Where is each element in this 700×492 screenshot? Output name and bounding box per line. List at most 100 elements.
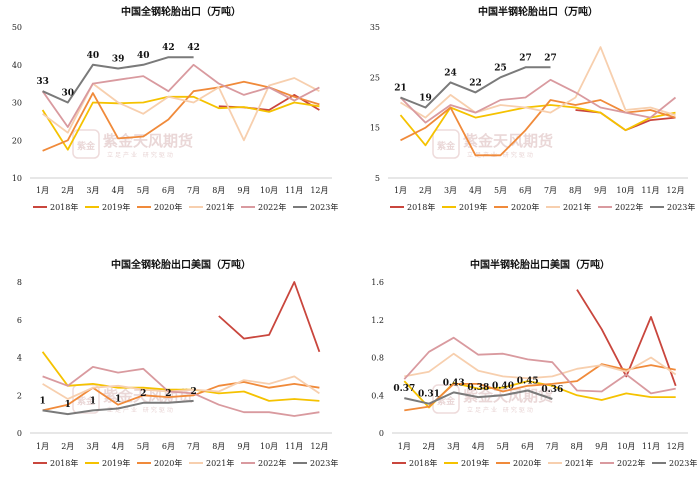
data-label: 2 (165, 389, 171, 399)
legend-item: 2018年 (390, 202, 435, 212)
data-label: 24 (444, 68, 457, 78)
x-tick-label: 5月 (496, 442, 509, 451)
x-tick-label: 12月 (667, 442, 685, 451)
legend-item: 2022年 (600, 458, 645, 468)
data-label: 1 (90, 396, 96, 406)
legend-item: 2020年 (137, 458, 182, 468)
y-tick-label: 5 (375, 174, 380, 183)
legend-label: 2018年 (407, 202, 435, 212)
chart-title: 中国半钢轮胎出口（万吨） (478, 5, 598, 18)
x-tick-label: 1月 (398, 442, 411, 451)
y-tick-label: 0 (379, 429, 384, 438)
x-tick-label: 4月 (112, 442, 125, 451)
data-label: 25 (494, 63, 507, 73)
watermark-seal-text: 紫金 (77, 140, 96, 152)
x-tick-label: 6月 (521, 442, 534, 451)
legend-label: 2018年 (50, 202, 78, 212)
legend-label: 2021年 (206, 202, 234, 212)
y-tick-label: 25 (370, 73, 380, 82)
legend-label: 2018年 (50, 458, 78, 468)
series-line-2019年 (41, 351, 320, 402)
data-label: 0.37 (393, 384, 415, 394)
legend-label: 2021年 (206, 458, 234, 468)
series-line-2018年 (218, 281, 321, 353)
data-label: 27 (544, 53, 557, 63)
data-label: 0.45 (517, 377, 539, 387)
x-tick-label: 3月 (86, 186, 99, 195)
legend-item: 2021年 (189, 458, 234, 468)
legend-label: 2022年 (258, 458, 286, 468)
x-tick-label: 1月 (36, 186, 49, 195)
legend-label: 2023年 (667, 202, 695, 212)
legend-item: 2019年 (442, 202, 487, 212)
chart-title: 中国全钢轮胎出口（万吨） (121, 5, 241, 18)
x-tick-label: 11月 (285, 442, 303, 451)
x-tick-label: 2月 (61, 442, 74, 451)
legend-item: 2023年 (652, 458, 697, 468)
data-label: 19 (419, 94, 432, 104)
legend-label: 2018年 (409, 458, 437, 468)
x-tick-label: 9月 (237, 186, 250, 195)
x-tick-label: 9月 (237, 442, 250, 451)
data-label: 2 (190, 387, 196, 397)
legend-item: 2018年 (392, 458, 437, 468)
legend-label: 2019年 (102, 202, 130, 212)
legend-item: 2020年 (494, 202, 539, 212)
legend-label: 2020年 (513, 458, 541, 468)
x-tick-label: 4月 (112, 186, 125, 195)
legend-item: 2022年 (598, 202, 643, 212)
x-tick-label: 7月 (546, 442, 559, 451)
y-tick-label: 0.8 (371, 354, 384, 363)
data-label: 1 (115, 394, 121, 404)
watermark-slogan: 立足产业 研究驱动 (107, 151, 175, 159)
x-tick-label: 12月 (310, 186, 328, 195)
x-tick-label: 10月 (260, 186, 278, 195)
legend-item: 2021年 (189, 202, 234, 212)
x-tick-label: 1月 (36, 442, 49, 451)
legend-item: 2021年 (546, 202, 591, 212)
series-line-2023年 (404, 389, 553, 405)
series-line-2023年 (42, 56, 194, 104)
y-tick-label: 4 (17, 354, 22, 363)
x-tick-label: 12月 (310, 442, 328, 451)
data-label: 1 (65, 400, 71, 410)
series-line-2022年 (41, 63, 320, 128)
data-label: 0.31 (418, 390, 440, 400)
watermark-seal-text: 紫金 (77, 395, 96, 407)
series-line-2019年 (399, 104, 676, 147)
series-line-2019年 (41, 95, 320, 151)
legend-item: 2020年 (137, 202, 182, 212)
data-label: 42 (162, 43, 175, 53)
data-label: 27 (519, 53, 532, 63)
legend-item: 2023年 (293, 458, 338, 468)
legend-label: 2020年 (154, 458, 182, 468)
series-line-2023年 (400, 66, 551, 109)
y-tick-label: 2 (17, 391, 22, 400)
y-tick-label: 40 (12, 61, 22, 70)
x-tick-label: 5月 (137, 442, 150, 451)
y-tick-label: 1.6 (371, 278, 384, 287)
x-tick-label: 4月 (469, 186, 482, 195)
y-tick-label: 6 (17, 316, 22, 325)
watermark-seal-text: 紫金 (437, 140, 456, 152)
chart-title: 中国全钢轮胎出口美国（万吨） (111, 258, 251, 271)
data-label: 1 (39, 396, 45, 406)
legend-label: 2021年 (565, 458, 593, 468)
legend-label: 2020年 (511, 202, 539, 212)
y-tick-label: 35 (370, 23, 380, 32)
x-tick-label: 9月 (594, 186, 607, 195)
data-label: 30 (61, 89, 74, 99)
legend-item: 2022年 (241, 458, 286, 468)
legend-label: 2022年 (615, 202, 643, 212)
series-line-2018年 (576, 289, 677, 387)
series-line-2023年 (42, 399, 194, 416)
series-line-2021年 (42, 375, 320, 400)
data-label: 33 (36, 77, 49, 87)
legend-label: 2020年 (154, 202, 182, 212)
legend-label: 2022年 (617, 458, 645, 468)
series-line-2020年 (400, 99, 676, 157)
